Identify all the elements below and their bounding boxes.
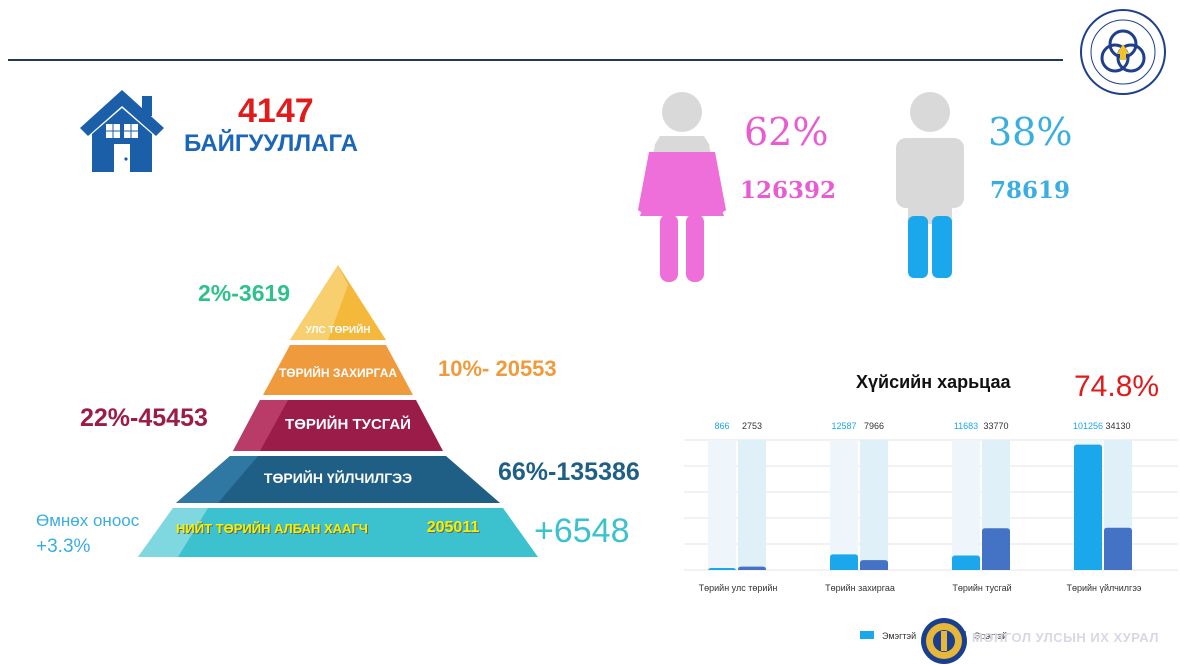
bar-value-label: 2753: [742, 421, 762, 431]
house-icon: [80, 90, 164, 172]
bar-track: [738, 440, 766, 570]
bar-Эмэгтэй: [830, 554, 858, 570]
legend-swatch: [860, 631, 874, 639]
category-label: Төрийн тусгай: [952, 583, 1011, 593]
bar-Эмэгтэй: [952, 555, 980, 570]
chart-highlight-percent: 74.8%: [1074, 370, 1160, 403]
service-stat: 66%-135386: [498, 458, 640, 486]
bar-Эрэгтэй: [982, 528, 1010, 570]
pyramid-label-administrative: ТӨРИЙН ЗАХИРГАА: [278, 366, 398, 380]
civil-service-pyramid: УЛС ТӨРИЙН ТӨРИЙН ЗАХИРГАА ТӨРИЙН ТУСГАЙ…: [138, 265, 538, 560]
previous-year-label: Өмнөх оноос: [36, 511, 140, 530]
male-percent: 38%: [988, 110, 1073, 154]
pyramid-label-service: ТӨРИЙН ҮЙЛЧИЛГЭЭ: [263, 470, 413, 486]
pyramid-level-total: [138, 508, 538, 557]
bar-value-label: 866: [714, 421, 729, 431]
pyramid-level-service: [176, 456, 500, 503]
special-stat: 22%-45453: [80, 404, 208, 432]
change-count: +6548: [534, 512, 630, 550]
bar-Эрэгтэй: [738, 566, 766, 570]
organization-label: БАЙГУУЛЛАГА: [184, 130, 358, 157]
bar-track: [830, 440, 858, 570]
bar-Эмэгтэй: [1074, 444, 1102, 570]
chart-title: Хүйсийн харьцаа: [856, 372, 1011, 392]
bar-value-label: 11683: [954, 421, 978, 431]
male-count: 78619: [990, 177, 1071, 204]
bar-value-label: 12587: [831, 421, 856, 431]
female-figure-icon: [638, 92, 726, 282]
bar-Эрэгтэй: [860, 560, 888, 570]
pyramid-total-value: 205011: [426, 519, 480, 536]
bar-track: [708, 440, 736, 570]
male-figure-icon: [896, 92, 964, 278]
state-emblem-logo: [921, 618, 967, 664]
organization-count: 4147: [238, 92, 314, 130]
category-label: Төрийн үйлчилгээ: [1066, 583, 1141, 593]
female-count: 126392: [740, 177, 837, 204]
administrative-stat: 10%- 20553: [438, 356, 557, 381]
bar-value-label: 34130: [1105, 421, 1130, 431]
category-label: Төрийн захиргаа: [825, 583, 895, 593]
gender-ratio-chart: 866 2753 Төрийн улс төрийн 12587 7966 Төрийн …: [684, 421, 1178, 641]
pyramid-level-special: [233, 400, 443, 451]
female-percent: 62%: [744, 110, 829, 154]
header-divider: [8, 59, 1063, 61]
political-stat: 2%-3619: [198, 280, 291, 306]
bar-track: [952, 440, 980, 570]
legend-label: Эрэгтэй: [974, 631, 1007, 641]
category-label: Төрийн улс төрийн: [699, 583, 778, 593]
pyramid-label-political: УЛС ТӨРИЙН: [305, 325, 371, 336]
bar-value-label: 7966: [864, 421, 884, 431]
bar-Эрэгтэй: [1104, 527, 1132, 570]
pyramid-label-special: ТӨРИЙН ТУСГАЙ: [285, 416, 411, 433]
bar-value-label: 33770: [983, 421, 1008, 431]
pyramid-level-administrative: [263, 345, 413, 395]
change-percent: +3.3%: [36, 536, 91, 557]
bar-Эмэгтэй: [708, 568, 736, 571]
parliament-watermark: МОНГОЛ УЛСЫН ИХ ХУРАЛ: [972, 630, 1159, 645]
bar-track: [860, 440, 888, 570]
pyramid-label-total: НИЙТ ТӨРИЙН АЛБАН ХААГЧ: [176, 521, 368, 536]
civil-service-seal-logo: [1080, 9, 1166, 95]
legend-label: Эмэгтэй: [882, 631, 916, 641]
bar-value-label: 101256: [1073, 421, 1103, 431]
